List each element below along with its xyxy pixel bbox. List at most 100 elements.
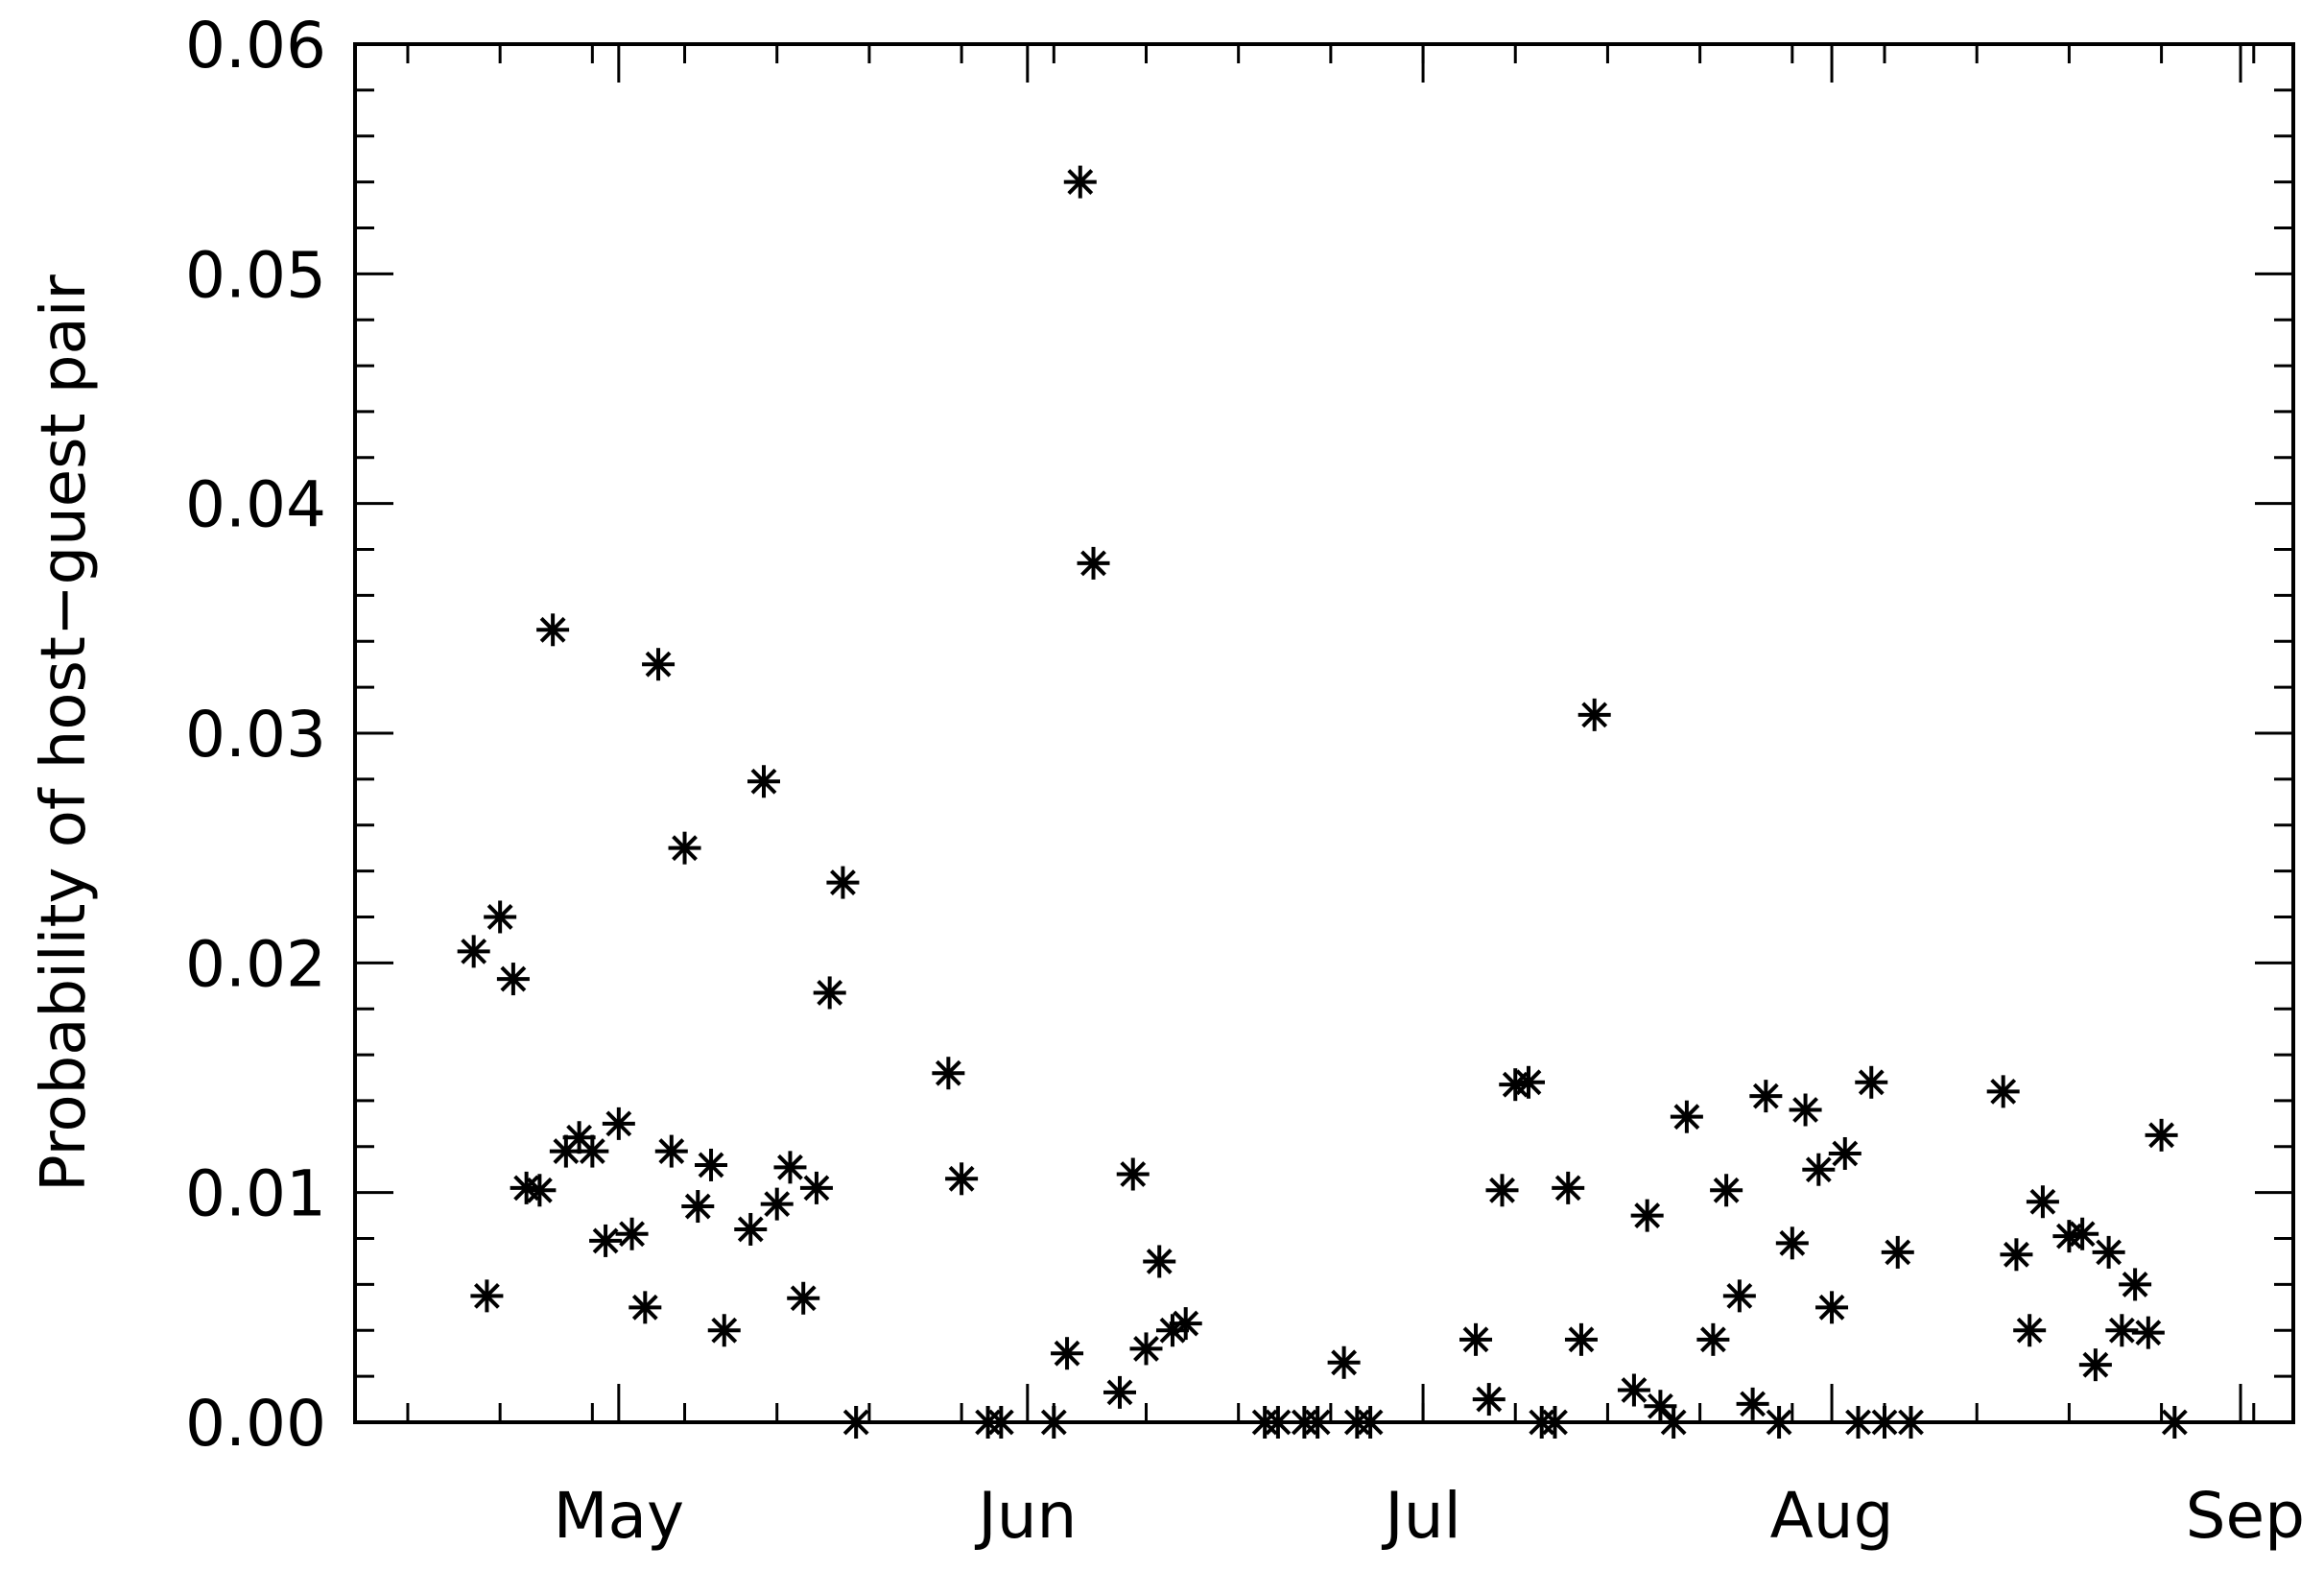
data-point [1485,1174,1519,1207]
data-point [707,1314,741,1347]
data-point [457,935,490,968]
data-point [1552,1171,1585,1204]
data-point [1828,1136,1862,1170]
data-point [1063,165,1097,199]
data-point [1051,1337,1084,1370]
plot-frame [353,42,2295,1424]
data-point [1354,1406,1387,1439]
y-tick-label: 0.05 [185,238,326,312]
data-point [734,1212,768,1246]
data-point [668,831,701,865]
data-point [1103,1375,1137,1409]
data-point [799,1171,833,1204]
data-point [1129,1332,1163,1366]
data-point [1775,1226,1809,1260]
data-point [1815,1291,1849,1324]
data-point [1736,1387,1769,1420]
data-point [984,1406,1018,1439]
data-point [2013,1314,2047,1347]
y-ticks [355,42,2293,1424]
data-point [1881,1235,1914,1269]
data-point [628,1291,662,1324]
y-tick-label: 0.03 [185,698,326,772]
data-point [747,765,780,798]
data-point [840,1406,873,1439]
data-point [484,900,517,934]
x-major-ticks [617,44,2242,1422]
data-point [536,613,570,647]
data-point [1143,1245,1176,1278]
data-point [2066,1217,2099,1250]
data-point [826,866,860,899]
x-tick-label: Jul [1381,1479,1461,1553]
data-point [496,963,530,996]
data-point [760,1187,794,1221]
data-point [1749,1080,1783,1113]
data-point [1630,1199,1664,1232]
data-point [2026,1185,2059,1219]
data-point [2092,1235,2125,1269]
y-tick-label: 0.04 [185,468,326,542]
data-point [1564,1322,1598,1356]
data-point [773,1151,807,1184]
data-point [654,1134,688,1168]
y-tick-label: 0.06 [185,9,326,83]
data-point [1538,1406,1572,1439]
data-point [1617,1373,1650,1407]
x-minor-ticks [406,44,2256,1422]
data-point [1763,1406,1796,1439]
data-point [2105,1314,2139,1347]
y-tick-label: 0.02 [185,927,326,1001]
data-point [1855,1065,1888,1099]
x-tick-label: Sep [2186,1479,2305,1553]
data-point [1327,1345,1361,1379]
data-point [681,1190,715,1224]
data-point [1802,1153,1836,1186]
data-point [523,1174,557,1207]
data-point [1710,1174,1743,1207]
data-point [615,1217,649,1250]
data-point [1037,1406,1071,1439]
data-point [589,1224,623,1257]
x-tick-labels: May Jun Jul Aug Sep [554,1479,2305,1553]
data-point [1789,1093,1822,1127]
y-tick-labels: 0.00 0.01 0.02 0.03 0.04 0.05 0.06 [185,9,326,1461]
data-point [642,648,676,681]
data-point [1657,1406,1691,1439]
data-point [932,1057,965,1090]
data-point [945,1162,979,1196]
data-point [2131,1316,2165,1349]
data-point [1644,1390,1677,1423]
data-point [602,1107,635,1140]
data-point [1841,1406,1875,1439]
data-point [695,1148,728,1181]
data-point [813,976,846,1010]
data-point [1077,546,1110,580]
data-point [576,1134,609,1168]
data-point [1301,1406,1335,1439]
data-points [457,165,2192,1439]
data-point [1169,1307,1202,1341]
data-point [1577,698,1611,731]
data-point [2119,1268,2152,1301]
data-point [470,1279,504,1313]
data-point [1696,1322,1730,1356]
data-point [1986,1075,2020,1108]
data-point [1894,1406,1928,1439]
y-axis-title: Probability of host−guest pair [29,274,100,1191]
x-tick-label: Jun [974,1479,1077,1553]
data-point [2078,1348,2112,1382]
data-point [1472,1383,1506,1416]
data-point [1670,1100,1703,1133]
data-point [1116,1157,1150,1191]
data-point [2000,1238,2033,1272]
y-tick-label: 0.01 [185,1157,326,1231]
x-tick-label: Aug [1770,1479,1894,1553]
x-tick-label: May [554,1479,684,1553]
data-point [1722,1279,1756,1313]
data-point [1511,1065,1545,1099]
data-point [787,1281,820,1315]
data-point [2145,1118,2178,1152]
data-point [2158,1406,2192,1439]
